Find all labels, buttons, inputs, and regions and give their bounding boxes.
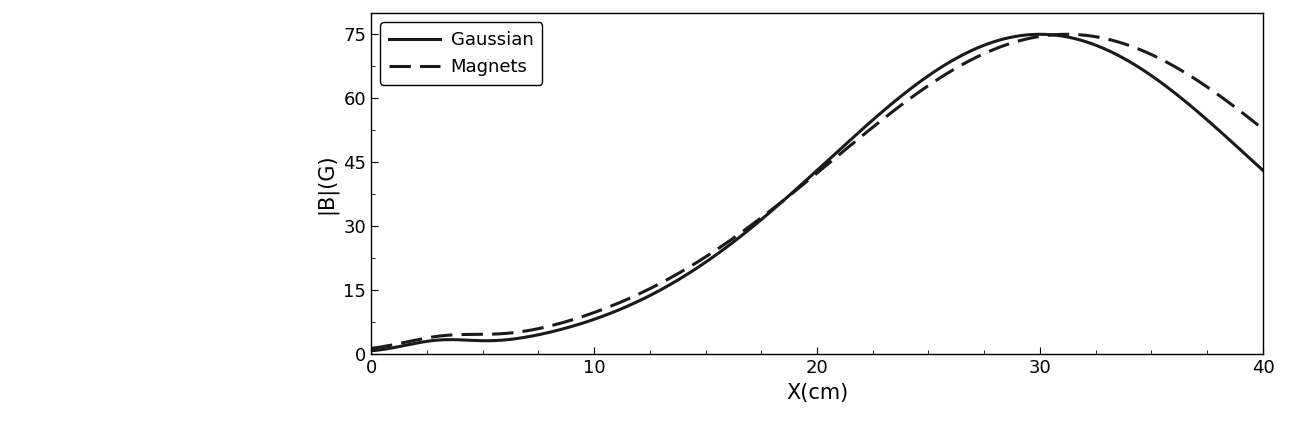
Gaussian: [1032, 32, 1048, 37]
Gaussian: [363, 348, 379, 353]
Line: Gaussian: Gaussian: [371, 34, 1263, 351]
Magnets: [363, 346, 379, 351]
Gaussian: [1229, 145, 1245, 150]
Magnets: [1059, 32, 1074, 37]
Gaussian: [1229, 144, 1245, 149]
Line: Magnets: Magnets: [371, 34, 1263, 349]
Gaussian: [409, 340, 424, 346]
Magnets: [1229, 106, 1245, 111]
Magnets: [1066, 32, 1082, 37]
Magnets: [409, 337, 424, 343]
Legend: Gaussian, Magnets: Gaussian, Magnets: [380, 22, 543, 85]
Magnets: [1255, 127, 1271, 132]
Gaussian: [797, 179, 812, 184]
Magnets: [1229, 106, 1245, 111]
Y-axis label: |B|(G): |B|(G): [316, 153, 337, 214]
Gaussian: [1255, 168, 1271, 173]
Gaussian: [1066, 36, 1082, 41]
Gaussian: [773, 200, 789, 205]
Magnets: [797, 181, 812, 186]
X-axis label: X(cm): X(cm): [786, 383, 848, 403]
Magnets: [773, 200, 789, 205]
